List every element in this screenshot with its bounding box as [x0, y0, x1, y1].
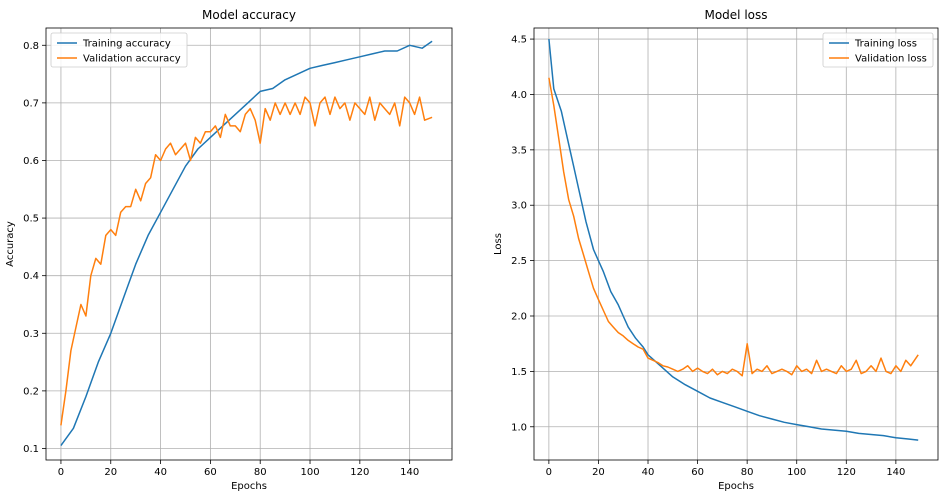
loss-x-tick-label: 140 [886, 467, 905, 478]
accuracy-y-tick-label: 0.1 [23, 444, 39, 455]
accuracy-x-tick-label: 20 [104, 467, 117, 478]
loss-x-tick-label: 20 [592, 467, 605, 478]
loss-y-tick-label: 3.0 [511, 201, 527, 212]
loss-y-tick-label: 1.5 [511, 367, 527, 378]
accuracy-x-tick-label: 120 [350, 467, 369, 478]
accuracy-legend-box [50, 32, 188, 68]
loss-legend-label-training: Training loss [854, 39, 917, 50]
accuracy-x-tick-label: 0 [58, 467, 64, 478]
accuracy-legend-label-training: Training accuracy [82, 39, 171, 50]
loss-legend-box [822, 32, 934, 68]
accuracy-y-tick-label: 0.8 [23, 41, 39, 52]
loss-chart: 0 20 40 60 80 100 120 140 1.0 1.5 2.0 2.5 3.0 3.5 4.0 4… [493, 8, 939, 492]
accuracy-legend: Training accuracy Validation accuracy [50, 32, 188, 68]
accuracy-y-tick-label: 0.2 [23, 386, 39, 397]
loss-x-tick-label: 120 [837, 467, 856, 478]
loss-x-axis-label: Epochs [718, 481, 754, 492]
accuracy-chart-title: Model accuracy [202, 8, 296, 22]
loss-plot-frame [533, 27, 939, 461]
loss-x-tick-label: 100 [787, 467, 806, 478]
accuracy-y-tick-label: 0.6 [23, 156, 39, 167]
accuracy-y-tick-label: 0.5 [23, 214, 39, 225]
loss-legend: Training loss Validation loss [822, 32, 934, 68]
loss-series-line-validation [548, 77, 919, 377]
loss-y-tick-label: 2.5 [511, 256, 527, 267]
accuracy-x-tick-label: 140 [400, 467, 419, 478]
loss-x-tick-label: 40 [642, 467, 655, 478]
accuracy-x-tick-label: 40 [154, 467, 167, 478]
loss-series-line-training [548, 39, 919, 441]
accuracy-x-axis-label: Epochs [231, 481, 267, 492]
accuracy-y-axis-label: Accuracy [5, 221, 16, 267]
loss-x-tick-label: 80 [741, 467, 754, 478]
loss-y-axis-label: Loss [493, 233, 504, 255]
accuracy-y-tick-label: 0.7 [23, 98, 39, 109]
accuracy-series-line-validation [60, 96, 433, 426]
loss-y-tick-label: 2.0 [511, 312, 527, 323]
loss-y-tick-label: 3.5 [511, 145, 527, 156]
accuracy-chart: 0 20 40 60 80 100 120 140 0.1 0.2 0.3 0.4 0.5 0.6 0.7 0… [5, 8, 453, 492]
accuracy-plot-frame [45, 27, 453, 461]
loss-x-tick-label: 0 [546, 467, 552, 478]
loss-y-tick-label: 1.0 [511, 422, 527, 433]
loss-y-tick-label: 4.5 [511, 35, 527, 46]
accuracy-legend-label-validation: Validation accuracy [83, 54, 181, 65]
accuracy-y-tick-label: 0.4 [23, 271, 39, 282]
accuracy-x-tick-label: 60 [204, 467, 217, 478]
accuracy-series-line-training [60, 40, 433, 447]
loss-legend-label-validation: Validation loss [855, 54, 927, 65]
loss-chart-title: Model loss [704, 8, 767, 22]
accuracy-x-tick-label: 100 [300, 467, 319, 478]
loss-x-tick-label: 60 [691, 467, 704, 478]
accuracy-y-tick-label: 0.3 [23, 329, 39, 340]
accuracy-x-tick-label: 80 [254, 467, 267, 478]
loss-y-tick-label: 4.0 [511, 90, 527, 101]
